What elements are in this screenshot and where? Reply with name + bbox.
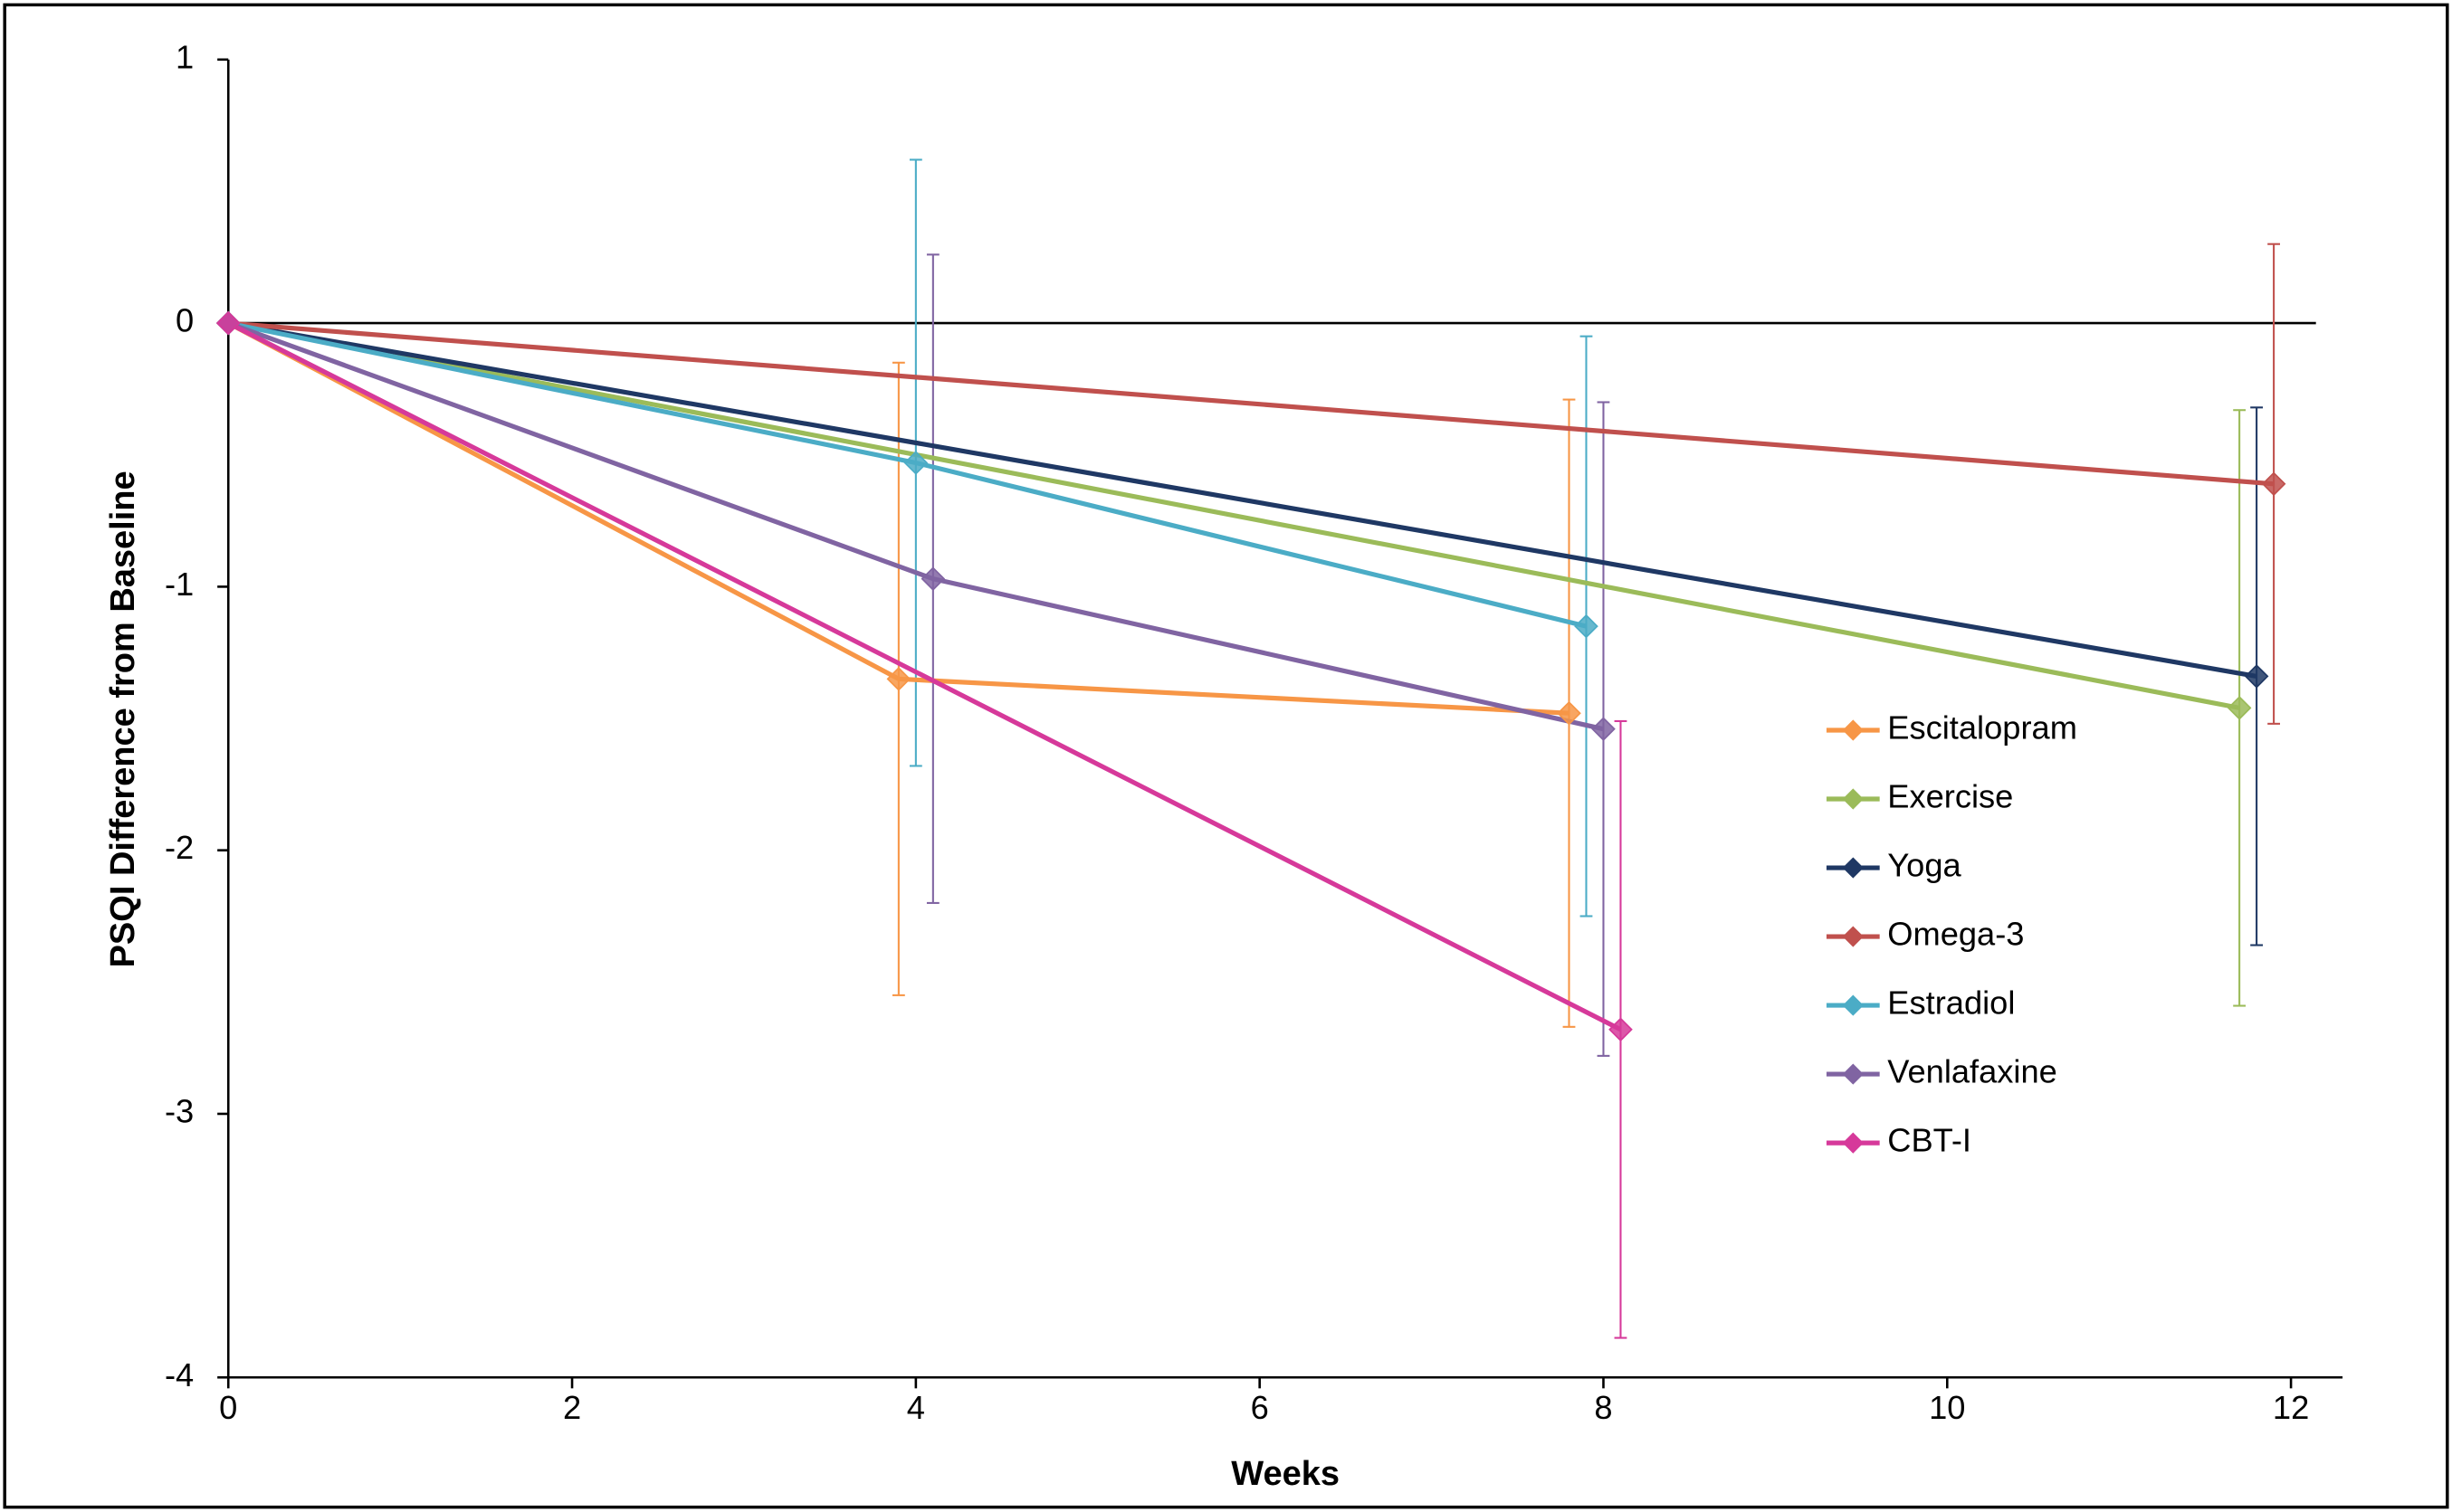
legend-label: Omega-3 (1887, 916, 2024, 953)
legend-marker (1842, 1063, 1864, 1085)
legend-label: Estradiol (1887, 984, 2015, 1022)
legend-label: Exercise (1887, 778, 2013, 815)
point-marker (2244, 664, 2269, 689)
x-tick-label: 8 (1594, 1389, 1612, 1426)
series-line (227, 320, 2240, 710)
legend-marker (1842, 788, 1864, 810)
series-line (228, 320, 2275, 487)
x-tick-label: 2 (563, 1389, 581, 1426)
legend-marker (1842, 926, 1864, 947)
x-tick-label: 10 (1929, 1389, 1965, 1426)
x-tick-label: 12 (2273, 1389, 2309, 1426)
point-marker (1574, 613, 1598, 639)
chart-border (3, 3, 2449, 1509)
y-tick-label: 1 (176, 38, 194, 75)
x-tick-label: 6 (1251, 1389, 1269, 1426)
point-marker (1557, 700, 1581, 726)
point-marker (1608, 1017, 1633, 1042)
y-axis-label: PSQI Difference from Baseline (104, 471, 142, 967)
series-line (227, 320, 1622, 1032)
y-tick-label: -4 (165, 1356, 194, 1393)
legend-marker (1842, 719, 1864, 741)
point-marker (903, 451, 929, 475)
x-tick-label: 4 (907, 1389, 925, 1426)
legend-label: Escitalopram (1887, 709, 2077, 746)
series-line (227, 320, 2257, 679)
y-tick-label: -3 (165, 1093, 194, 1130)
point-marker (2227, 696, 2252, 720)
legend-marker (1842, 857, 1864, 879)
x-tick-label: 0 (219, 1389, 237, 1426)
legend-label: Yoga (1887, 847, 1961, 884)
point-marker (921, 566, 946, 591)
legend-marker (1842, 994, 1864, 1016)
legend-label: Venlafaxine (1887, 1053, 2057, 1090)
legend-marker (1842, 1132, 1864, 1154)
point-marker (1591, 717, 1616, 742)
y-tick-label: 0 (176, 302, 194, 339)
point-marker (886, 667, 911, 691)
legend-label: CBT-I (1887, 1122, 1971, 1159)
point-marker (215, 310, 241, 336)
point-marker (2261, 471, 2286, 497)
y-tick-label: -1 (165, 566, 194, 603)
x-axis-label: Weeks (1231, 1455, 1340, 1493)
y-tick-label: -2 (165, 829, 194, 866)
